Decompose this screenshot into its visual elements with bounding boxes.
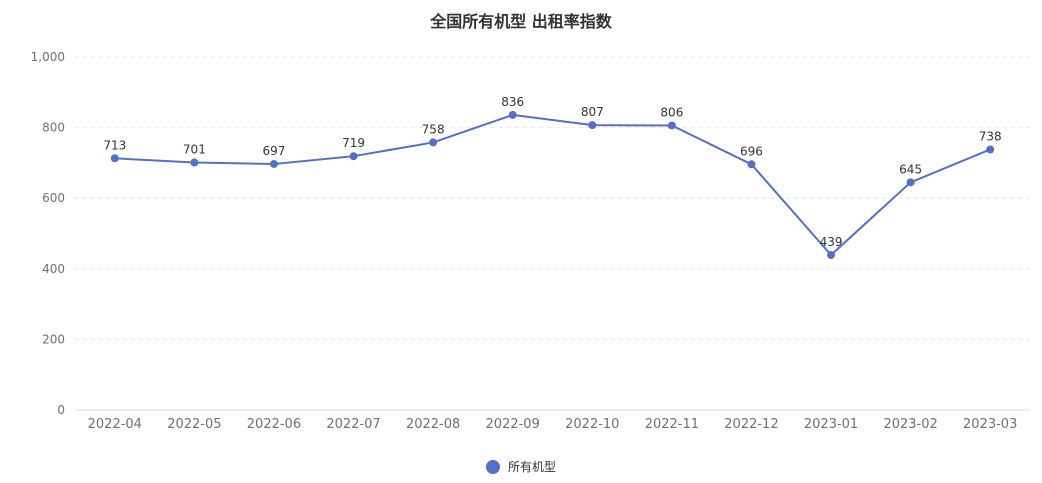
data-label: 697	[263, 144, 286, 158]
legend[interactable]: 所有机型	[0, 458, 1042, 475]
x-tick-label: 2022-05	[167, 417, 221, 432]
x-tick-label: 2023-02	[883, 417, 937, 432]
data-point	[667, 121, 676, 130]
data-point	[269, 159, 278, 168]
data-label: 701	[183, 143, 206, 157]
x-tick-label: 2022-12	[724, 417, 778, 432]
data-point	[429, 138, 438, 147]
legend-swatch	[485, 459, 500, 474]
data-point	[508, 110, 517, 119]
y-tick-label: 0	[57, 403, 65, 417]
x-tick-label: 2023-03	[963, 417, 1017, 432]
data-label: 645	[899, 162, 922, 176]
x-tick-label: 2022-10	[565, 417, 619, 432]
y-tick-label: 200	[42, 332, 65, 346]
data-label: 439	[820, 235, 843, 249]
y-tick-label: 400	[42, 262, 65, 276]
x-tick-label: 2022-08	[406, 417, 460, 432]
y-tick-label: 1,000	[31, 50, 65, 64]
data-point	[349, 152, 358, 161]
y-tick-label: 800	[42, 121, 65, 135]
data-label: 719	[342, 136, 365, 150]
data-point	[110, 154, 119, 163]
data-label: 713	[103, 138, 126, 152]
x-tick-label: 2022-06	[247, 417, 301, 432]
y-tick-label: 600	[42, 191, 65, 205]
chart-title: 全国所有机型 出租率指数	[430, 12, 612, 31]
data-point	[827, 251, 836, 260]
data-label: 738	[979, 129, 1002, 143]
x-tick-label: 2022-11	[645, 417, 699, 432]
x-tick-label: 2022-09	[486, 417, 540, 432]
data-label: 696	[740, 144, 763, 158]
data-point	[588, 121, 597, 130]
series-line	[114, 113, 991, 257]
data-point	[986, 145, 995, 154]
x-tick-label: 2022-04	[88, 417, 142, 432]
data-label: 758	[422, 122, 445, 136]
data-point	[747, 160, 756, 169]
data-point	[190, 158, 199, 167]
x-tick-label: 2023-01	[804, 417, 858, 432]
data-label: 807	[581, 105, 604, 119]
legend-label-all-models: 所有机型	[507, 460, 556, 474]
data-label: 806	[660, 105, 683, 119]
data-point	[906, 178, 915, 187]
data-label: 836	[501, 95, 524, 109]
x-tick-label: 2022-07	[326, 417, 380, 432]
